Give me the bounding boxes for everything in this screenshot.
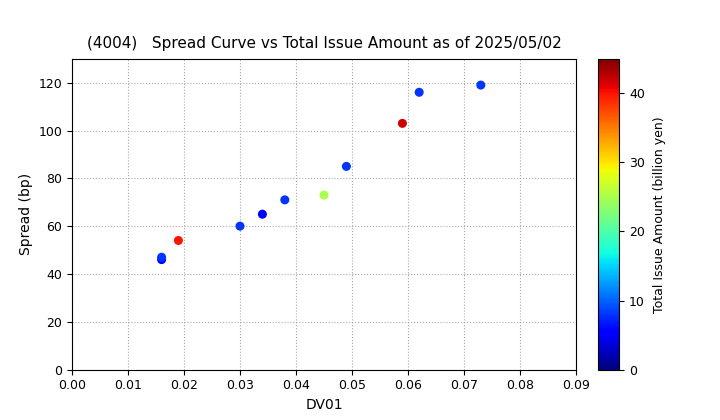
Point — [156, 254, 167, 260]
Point — [173, 237, 184, 244]
Point — [156, 256, 167, 263]
Point — [318, 192, 330, 198]
X-axis label: DV01: DV01 — [305, 398, 343, 412]
Point — [256, 211, 268, 218]
Y-axis label: Spread (bp): Spread (bp) — [19, 173, 33, 255]
Title: (4004)   Spread Curve vs Total Issue Amount as of 2025/05/02: (4004) Spread Curve vs Total Issue Amoun… — [86, 36, 562, 51]
Point — [279, 197, 291, 203]
Point — [234, 223, 246, 229]
Point — [475, 82, 487, 89]
Point — [397, 120, 408, 127]
Y-axis label: Total Issue Amount (billion yen): Total Issue Amount (billion yen) — [653, 116, 666, 312]
Point — [341, 163, 352, 170]
Point — [413, 89, 425, 96]
